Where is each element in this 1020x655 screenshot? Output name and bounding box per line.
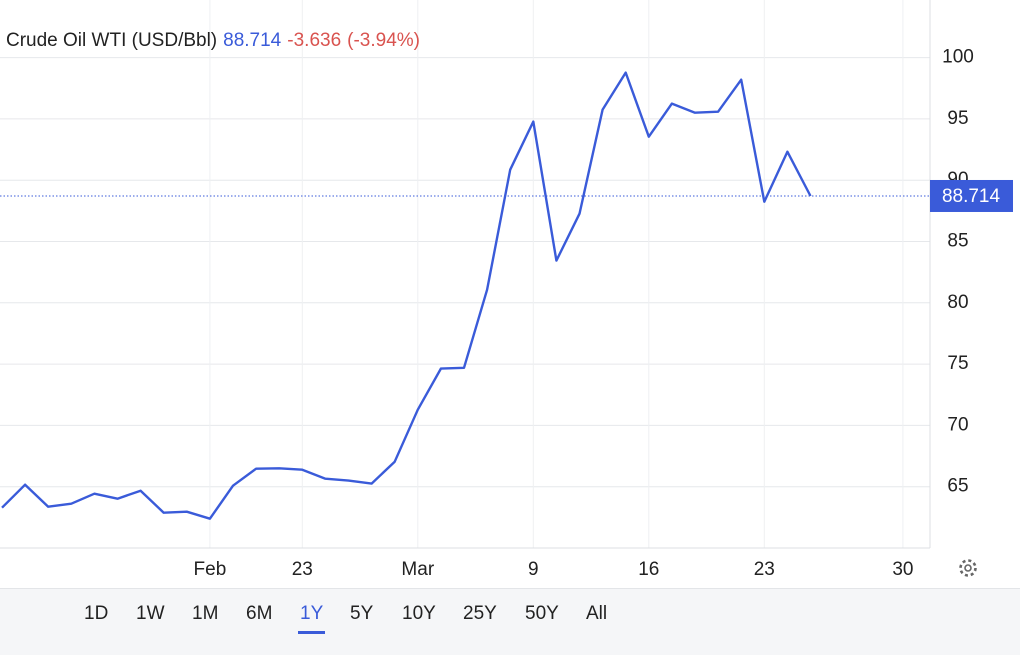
settings-icon-hub xyxy=(964,564,972,572)
y-tick-label: 75 xyxy=(947,353,968,374)
range-button[interactable]: All xyxy=(586,603,608,624)
x-tick-label: 16 xyxy=(638,559,659,580)
y-tick-label: 95 xyxy=(947,108,968,129)
price-line xyxy=(1,71,812,520)
y-tick-label: 65 xyxy=(947,476,968,497)
y-tick-label: 100 xyxy=(942,47,974,68)
settings-icon-ring xyxy=(959,559,977,577)
last-price-tag xyxy=(930,179,1013,212)
x-tick-label: Feb xyxy=(194,559,227,580)
range-bar: 1D 1W 1M 6M 1Y 5Y 10Y 25Y 50Y All xyxy=(0,588,1020,655)
settings-icon[interactable] xyxy=(959,559,977,577)
last-price-label: 88.714 xyxy=(942,186,1001,207)
x-tick-label: Mar xyxy=(401,559,434,580)
range-button[interactable]: 5Y xyxy=(350,603,374,624)
change: -3.636 xyxy=(287,30,342,51)
range-button[interactable]: 1W xyxy=(136,603,165,624)
title: Crude Oil WTI (USD/Bbl) xyxy=(6,30,218,51)
y-tick-label: 80 xyxy=(947,292,968,313)
x-tick-label: 23 xyxy=(292,559,313,580)
range-button[interactable]: 25Y xyxy=(463,603,497,624)
x-tick-label: 30 xyxy=(892,559,913,580)
x-tick-label: 9 xyxy=(528,559,539,580)
y-tick-label: 70 xyxy=(947,414,968,435)
change-percent: (-3.94%) xyxy=(347,30,420,51)
range-button[interactable]: 1D xyxy=(84,603,109,624)
range-button[interactable]: 10Y xyxy=(402,603,436,624)
y-tick-label: 85 xyxy=(947,231,968,252)
range-button[interactable]: 1Y xyxy=(298,603,326,634)
x-tick-label: 23 xyxy=(754,559,775,580)
range-button[interactable]: 1M xyxy=(192,603,219,624)
range-button[interactable]: 6M xyxy=(246,603,273,624)
last-price: 88.714 xyxy=(223,30,282,51)
range-button[interactable]: 50Y xyxy=(525,603,559,624)
header: Crude Oil WTI (USD/Bbl) 88.714 -3.636 (-3.9… xyxy=(6,30,426,52)
